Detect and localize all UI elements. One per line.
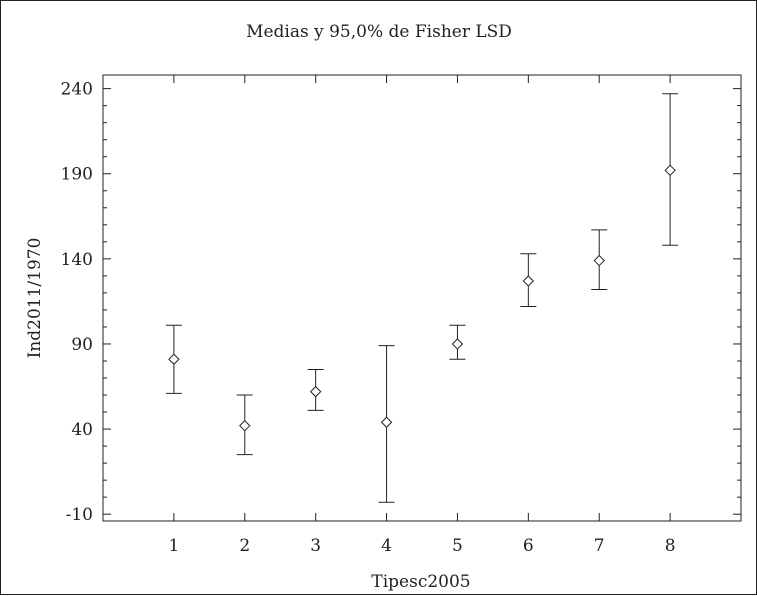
plot-area [102, 74, 742, 522]
mean-marker [309, 385, 322, 398]
x-tick-label: 5 [452, 536, 463, 556]
y-tick-label: 190 [61, 165, 93, 185]
x-tick-label: 6 [523, 536, 534, 556]
y-axis-label: Ind2011/1970 [25, 238, 45, 359]
mean-marker [451, 338, 464, 350]
error-bar-group-5 [449, 324, 466, 360]
error-bar-group-7 [591, 229, 608, 290]
y-tick-label: -10 [66, 505, 93, 525]
x-axis-label: Tipesc2005 [371, 572, 470, 592]
error-bar-group-2 [236, 394, 253, 456]
mean-marker [593, 254, 605, 267]
mean-marker [239, 419, 251, 432]
error-bar-group-4 [378, 345, 395, 503]
error-bar-group-1 [165, 324, 182, 394]
x-tick-label: 2 [239, 536, 250, 556]
x-tick-label: 8 [665, 536, 676, 556]
chart-title: Medias y 95,0% de Fisher LSD [246, 22, 512, 42]
y-tick-label: 40 [71, 420, 93, 440]
mean-marker [522, 275, 535, 287]
y-tick-label: 140 [61, 250, 93, 270]
mean-marker [168, 353, 180, 365]
error-bar-group-8 [662, 93, 679, 246]
y-tick-label: 90 [71, 335, 93, 355]
x-tick-label: 4 [381, 536, 392, 556]
y-tick-label: 240 [61, 80, 93, 100]
x-tick-label: 7 [594, 536, 605, 556]
mean-marker [664, 164, 676, 177]
y-axis: -10 40 90 140 190 240 [61, 80, 741, 525]
error-bar-group-6 [520, 253, 537, 308]
series-error-bars [165, 93, 679, 503]
mean-marker [380, 416, 393, 428]
x-axis: 1 2 3 4 5 6 7 8 [168, 75, 676, 556]
x-tick-label: 3 [310, 536, 321, 556]
error-bar-group-3 [307, 368, 324, 411]
x-tick-label: 1 [168, 536, 179, 556]
